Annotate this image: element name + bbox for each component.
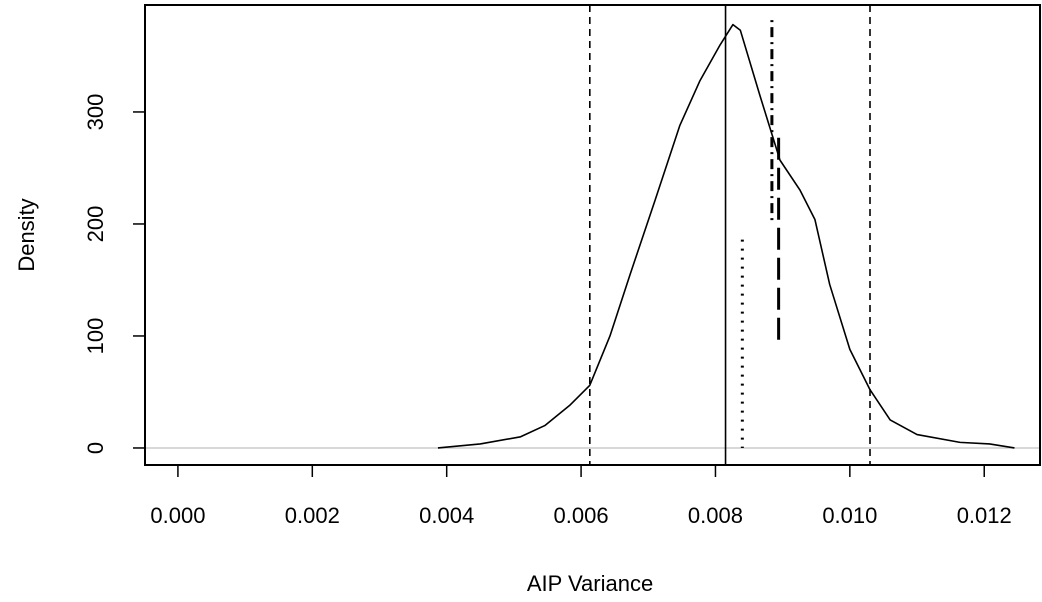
x-tick-label: 0.000 bbox=[150, 503, 205, 528]
density-line bbox=[437, 23, 1015, 449]
y-tick-label: 300 bbox=[83, 94, 108, 131]
x-tick-label: 0.006 bbox=[554, 503, 609, 528]
x-tick-label: 0.012 bbox=[957, 503, 1012, 528]
y-tick-label: 100 bbox=[83, 318, 108, 355]
x-tick-label: 0.008 bbox=[688, 503, 743, 528]
plot-frame bbox=[144, 4, 1041, 466]
x-tick-label: 0.004 bbox=[419, 503, 474, 528]
x-tick-label: 0.002 bbox=[285, 503, 340, 528]
y-axis-label: Density bbox=[14, 198, 39, 271]
x-tick-label: 0.010 bbox=[822, 503, 877, 528]
y-tick-label: 200 bbox=[83, 206, 108, 243]
y-tick-label: 0 bbox=[83, 442, 108, 454]
x-axis-label: AIP Variance bbox=[527, 571, 653, 596]
